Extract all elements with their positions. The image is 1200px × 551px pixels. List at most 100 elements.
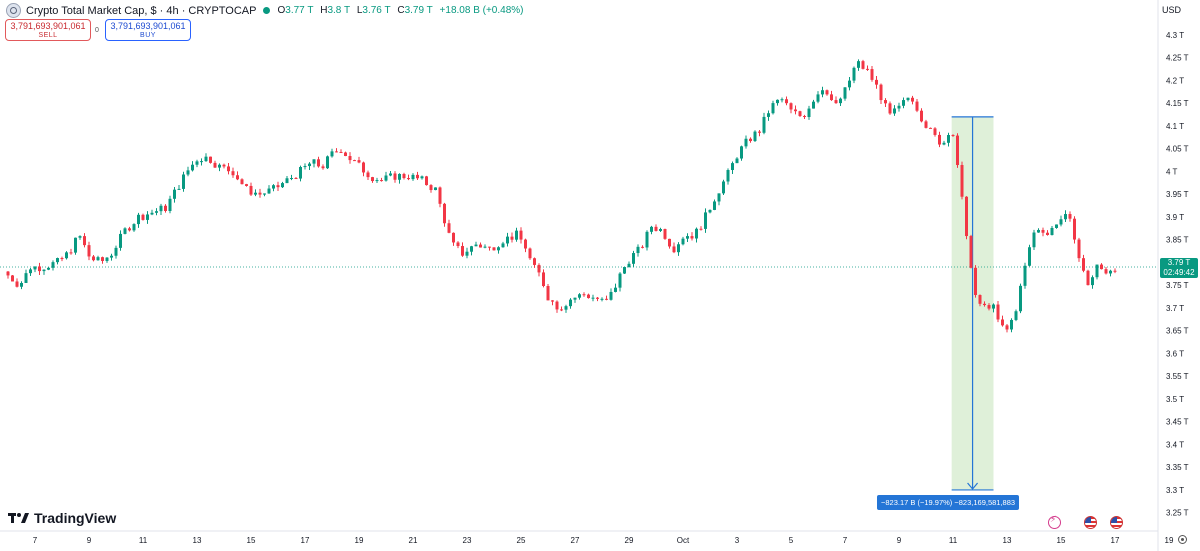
- candle-body: [402, 173, 406, 179]
- x-tick-label: 21: [409, 536, 418, 545]
- open-value: 3.77 T: [285, 5, 314, 16]
- candle-body: [875, 79, 878, 85]
- candle-body: [434, 187, 437, 191]
- candle-body: [209, 156, 212, 163]
- y-tick-label: 3.45 T: [1166, 418, 1189, 427]
- candle-body: [195, 161, 199, 165]
- us-flag-icon[interactable]: [1110, 516, 1123, 529]
- candle-body: [308, 163, 311, 167]
- candle-body: [348, 156, 352, 161]
- candle-body: [353, 160, 356, 162]
- candle-body: [600, 298, 604, 300]
- x-tick-label: 15: [247, 536, 256, 545]
- candle-body: [510, 236, 514, 240]
- x-tick-label: 11: [949, 536, 958, 545]
- candle-body: [686, 236, 689, 239]
- candle-body: [1019, 285, 1022, 312]
- candle-body: [726, 170, 730, 182]
- candle-body: [173, 189, 176, 199]
- candle-body: [888, 103, 892, 114]
- y-tick-label: 3.95 T: [1166, 190, 1189, 199]
- candle-body: [618, 273, 622, 288]
- candle-body: [114, 247, 118, 256]
- candle-body: [146, 214, 149, 220]
- flash-icon[interactable]: [1048, 515, 1061, 529]
- candle-body: [461, 246, 464, 256]
- candle-body: [267, 188, 271, 194]
- candle-body: [933, 128, 937, 135]
- candle-body: [497, 247, 500, 251]
- x-tick-label: 15: [1057, 536, 1066, 545]
- candle-body: [708, 209, 712, 213]
- y-tick-label: 3.75 T: [1166, 281, 1189, 290]
- candle-body: [222, 164, 226, 167]
- x-tick-label: 19: [355, 536, 364, 545]
- candle-body: [501, 243, 505, 248]
- currency-selector[interactable]: USD: [1162, 5, 1182, 15]
- buy-button[interactable]: 3,791,693,901,061 BUY: [105, 19, 191, 41]
- candle-body: [645, 231, 649, 248]
- candle-body: [740, 146, 743, 159]
- x-tick-label: 27: [571, 536, 580, 545]
- candle-body: [839, 98, 842, 104]
- candle-body: [699, 228, 703, 230]
- candle-body: [713, 201, 716, 210]
- candle-body: [771, 103, 775, 114]
- candle-body: [366, 172, 370, 178]
- candle-body: [578, 294, 581, 298]
- candle-body: [794, 109, 797, 112]
- us-flag-icon[interactable]: [1084, 516, 1097, 529]
- candle-body: [636, 246, 640, 254]
- y-tick-label: 3.35 T: [1166, 463, 1189, 472]
- low-label: L: [356, 5, 363, 16]
- candle-body: [1073, 218, 1076, 240]
- candle-body: [884, 100, 887, 104]
- candle-body: [681, 238, 685, 245]
- sell-button[interactable]: 3,791,693,901,061 SELL: [5, 19, 91, 41]
- x-tick-label: Oct: [677, 536, 690, 545]
- x-tick-label: 17: [1111, 536, 1120, 545]
- high-value: 3.8 T: [327, 5, 351, 16]
- candle-body: [911, 97, 914, 102]
- chart-title[interactable]: Crypto Total Market Cap, $ · 4h · CRYPTO…: [26, 4, 257, 17]
- candle-body: [1037, 229, 1040, 233]
- candle-body: [569, 299, 572, 307]
- candle-body: [371, 177, 374, 182]
- candle-body: [218, 164, 221, 168]
- y-tick-label: 3.5 T: [1166, 395, 1184, 404]
- candle-body: [317, 159, 320, 167]
- candle-body: [416, 174, 419, 179]
- candle-body: [632, 253, 635, 264]
- candle-body: [803, 115, 806, 118]
- candle-body: [947, 135, 950, 143]
- candle-body: [1113, 270, 1117, 272]
- candle-body: [15, 281, 19, 287]
- candle-body: [105, 257, 109, 261]
- tradingview-logo[interactable]: TradingView: [8, 510, 116, 526]
- candle-body: [119, 233, 122, 248]
- candle-body: [956, 135, 959, 166]
- candle-body: [528, 248, 532, 259]
- candle-body: [623, 267, 626, 274]
- candle-body: [1005, 325, 1009, 330]
- candle-body: [641, 246, 644, 248]
- candle-body: [749, 138, 752, 142]
- gear-icon[interactable]: [1178, 535, 1187, 544]
- x-tick-label: 25: [517, 536, 526, 545]
- y-tick-label: 3.25 T: [1166, 509, 1189, 518]
- candle-body: [362, 162, 365, 173]
- y-tick-label: 4.25 T: [1166, 54, 1189, 63]
- candle-body: [650, 226, 653, 232]
- candle-body: [614, 287, 617, 292]
- candle-body: [609, 291, 613, 300]
- candle-body: [96, 257, 100, 261]
- y-tick-label: 3.3 T: [1166, 486, 1184, 495]
- candle-body: [969, 236, 973, 268]
- y-tick-label: 3.55 T: [1166, 372, 1189, 381]
- open-label: O: [277, 5, 286, 16]
- candle-body: [546, 286, 550, 301]
- candle-body: [753, 131, 757, 142]
- y-tick-label: 3.65 T: [1166, 327, 1189, 336]
- candle-body: [65, 252, 68, 259]
